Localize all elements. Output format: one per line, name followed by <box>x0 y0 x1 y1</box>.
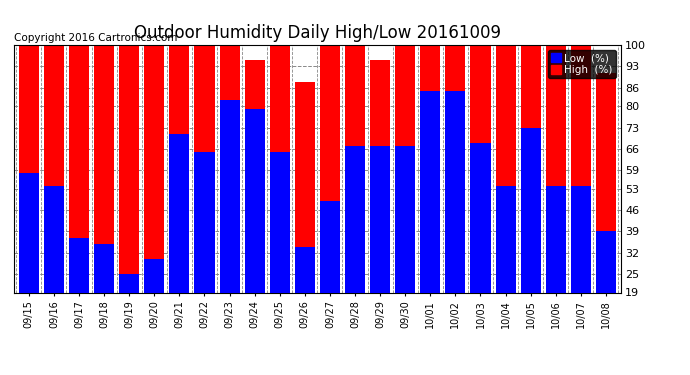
Bar <box>69 237 89 351</box>
Bar <box>571 45 591 351</box>
Bar <box>44 45 64 351</box>
Bar <box>195 152 215 351</box>
Bar <box>445 45 466 351</box>
Bar <box>295 247 315 351</box>
Bar <box>119 274 139 351</box>
Bar <box>370 146 390 351</box>
Bar <box>395 146 415 351</box>
Bar <box>571 186 591 351</box>
Bar <box>94 45 114 351</box>
Bar <box>219 100 239 351</box>
Legend: Low  (%), High  (%): Low (%), High (%) <box>548 50 615 78</box>
Bar <box>195 45 215 351</box>
Bar <box>320 201 340 351</box>
Bar <box>546 186 566 351</box>
Bar <box>69 45 89 351</box>
Bar <box>471 143 491 351</box>
Bar <box>395 45 415 351</box>
Bar <box>169 134 190 351</box>
Bar <box>471 45 491 351</box>
Title: Outdoor Humidity Daily High/Low 20161009: Outdoor Humidity Daily High/Low 20161009 <box>134 24 501 42</box>
Bar <box>445 91 466 351</box>
Bar <box>270 45 290 351</box>
Bar <box>245 109 265 351</box>
Bar <box>19 45 39 351</box>
Bar <box>144 259 164 351</box>
Bar <box>521 45 541 351</box>
Bar <box>546 45 566 351</box>
Bar <box>295 82 315 351</box>
Bar <box>44 186 64 351</box>
Bar <box>596 231 616 351</box>
Bar <box>169 45 190 351</box>
Bar <box>19 173 39 351</box>
Bar <box>345 146 365 351</box>
Bar <box>94 244 114 351</box>
Text: Copyright 2016 Cartronics.com: Copyright 2016 Cartronics.com <box>14 33 177 42</box>
Bar <box>219 45 239 351</box>
Bar <box>495 186 515 351</box>
Bar <box>119 45 139 351</box>
Bar <box>370 60 390 351</box>
Bar <box>420 45 440 351</box>
Bar <box>596 72 616 351</box>
Bar <box>270 152 290 351</box>
Bar <box>495 45 515 351</box>
Bar <box>245 60 265 351</box>
Bar <box>420 91 440 351</box>
Bar <box>144 45 164 351</box>
Bar <box>521 128 541 351</box>
Bar <box>345 45 365 351</box>
Bar <box>320 45 340 351</box>
